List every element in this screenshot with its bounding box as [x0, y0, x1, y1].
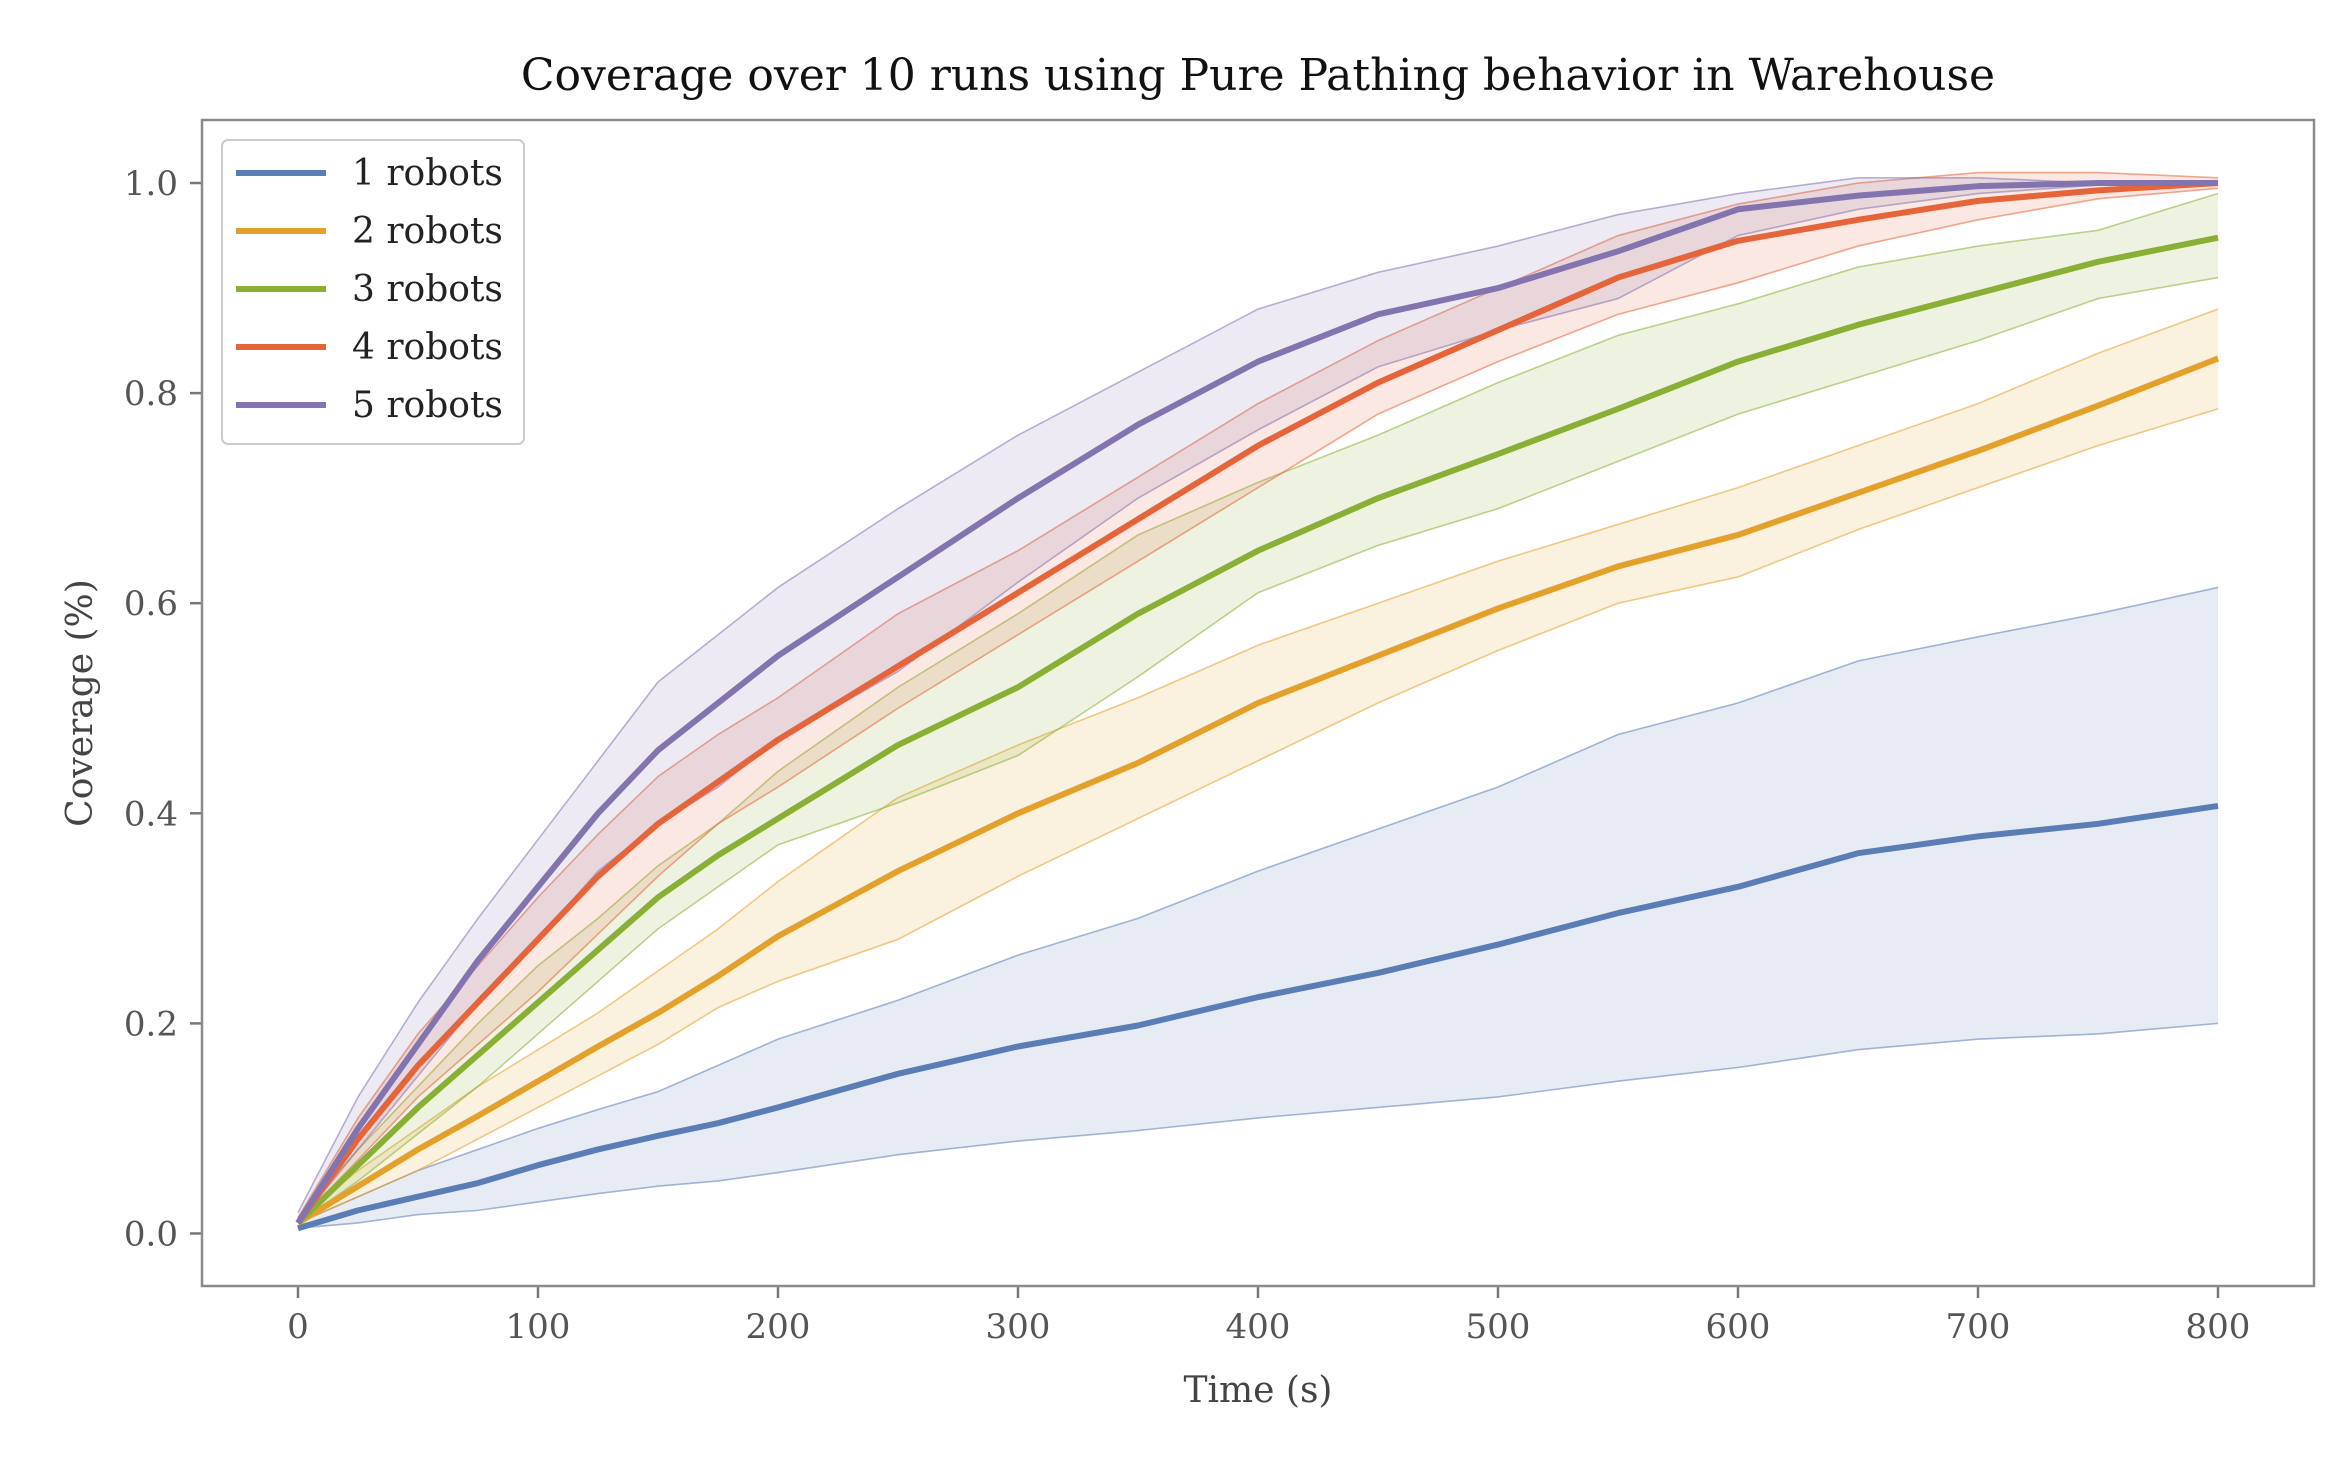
x-tick-label: 700: [1946, 1307, 2011, 1347]
legend-label-series-4: 4 robots: [352, 327, 503, 368]
y-tick-label: 0.4: [124, 794, 178, 834]
band-upper-edge-series-1: [297, 586, 2219, 1224]
y-tick-label: 1.0: [124, 164, 178, 204]
x-tick-label: 100: [506, 1307, 571, 1347]
y-tick-label: 0.0: [124, 1214, 178, 1254]
line-series-3: [295, 234, 2219, 1226]
band-upper-edge-series-3: [297, 192, 2219, 1219]
x-tick-label: 600: [1706, 1307, 1771, 1347]
legend-label-series-5: 5 robots: [352, 385, 503, 426]
line-series-5: [295, 180, 2218, 1225]
series-lines: [295, 180, 2220, 1232]
legend-label-series-1: 1 robots: [352, 153, 503, 194]
band-upper-edge-series-2: [297, 308, 2219, 1219]
chart-title: Coverage over 10 runs using Pure Pathing…: [521, 50, 1995, 101]
band-lower-edge-series-4: [297, 187, 2219, 1224]
legend-box: [221, 139, 525, 445]
band-series-5: [298, 177, 2218, 1223]
y-tick-label: 0.6: [124, 584, 178, 624]
band-series-3: [298, 193, 2218, 1223]
band-upper-edge-series-4: [297, 171, 2219, 1219]
x-tick-label: 400: [1226, 1307, 1291, 1347]
band-lower-edge-series-3: [297, 276, 2219, 1224]
band-upper-edge-series-5: [297, 176, 2218, 1213]
x-tick-label: 200: [746, 1307, 811, 1347]
legend-label-series-2: 2 robots: [352, 211, 503, 252]
legend-label-series-3: 3 robots: [352, 269, 503, 310]
axis-ticks: 0 100 200 300 400 500 600 700 800 0.0 0.2 0.4 0.6 0.8…: [124, 164, 2251, 1347]
legend: 1 robots 2 robots 3 robots 4 robots 5 robots: [221, 139, 525, 445]
y-tick-label: 0.8: [124, 374, 178, 414]
y-axis-label: Coverage (%): [60, 579, 101, 827]
line-series-4: [295, 180, 2219, 1225]
plot-frame: [200, 118, 2316, 1288]
y-tick-label: 0.2: [124, 1004, 178, 1044]
band-lower-edge-series-2: [297, 408, 2219, 1224]
band-lower-edge-series-1: [297, 1022, 2219, 1230]
line-series-2: [296, 355, 2220, 1226]
x-tick-label: 800: [2186, 1307, 2251, 1347]
x-tick-label: 0: [287, 1307, 309, 1347]
line-series-1: [297, 802, 2219, 1232]
x-tick-label: 500: [1466, 1307, 1531, 1347]
band-series-1: [298, 587, 2218, 1229]
x-axis-label: Time (s): [1184, 1370, 1333, 1411]
x-tick-label: 300: [986, 1307, 1051, 1347]
